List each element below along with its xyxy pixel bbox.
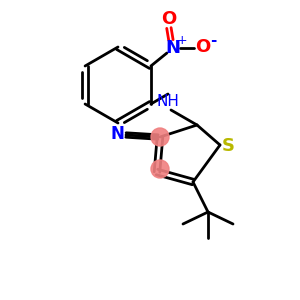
Text: NH: NH [157,94,179,110]
Text: O: O [161,10,176,28]
Text: N: N [110,125,124,143]
Text: S: S [221,137,235,155]
Text: +: + [177,34,187,47]
Text: -: - [210,32,216,47]
Circle shape [151,128,169,146]
Text: N: N [165,39,180,57]
Text: O: O [195,38,211,56]
Circle shape [151,160,169,178]
